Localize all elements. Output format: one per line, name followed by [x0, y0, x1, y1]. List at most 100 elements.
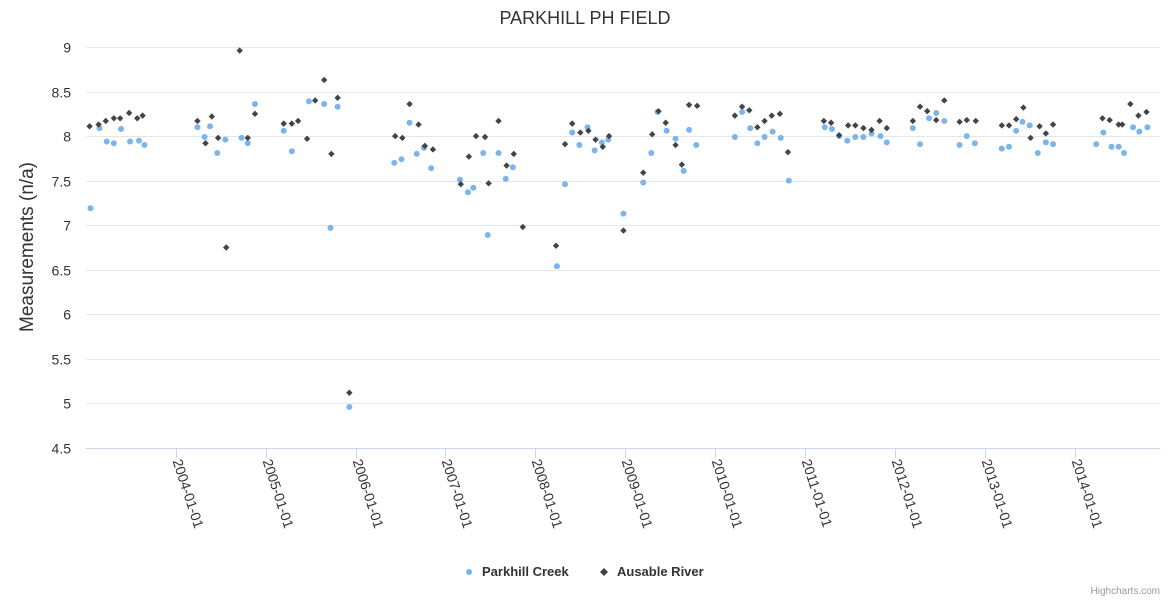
- data-point[interactable]: [244, 140, 251, 147]
- data-point[interactable]: [399, 134, 406, 142]
- data-point[interactable]: [495, 117, 502, 125]
- data-point[interactable]: [328, 150, 335, 158]
- data-point[interactable]: [1036, 123, 1043, 130]
- data-point[interactable]: [785, 177, 792, 184]
- data-point[interactable]: [1115, 121, 1122, 128]
- data-point[interactable]: [592, 136, 599, 143]
- data-point[interactable]: [738, 103, 746, 110]
- data-point[interactable]: [1100, 129, 1107, 136]
- data-point[interactable]: [334, 103, 341, 110]
- data-point[interactable]: [552, 242, 560, 249]
- data-point[interactable]: [731, 134, 738, 141]
- data-point[interactable]: [844, 122, 852, 129]
- data-point[interactable]: [877, 133, 884, 140]
- data-point[interactable]: [413, 150, 420, 157]
- data-point[interactable]: [569, 129, 576, 136]
- data-point[interactable]: [280, 127, 287, 134]
- data-point[interactable]: [303, 135, 311, 142]
- data-point[interactable]: [280, 120, 287, 127]
- data-point[interactable]: [761, 134, 768, 141]
- data-point[interactable]: [672, 141, 679, 149]
- data-point[interactable]: [428, 165, 435, 172]
- data-point[interactable]: [470, 184, 477, 191]
- data-point[interactable]: [686, 126, 693, 133]
- data-point[interactable]: [971, 140, 978, 147]
- data-point[interactable]: [222, 136, 229, 143]
- data-point[interactable]: [576, 142, 583, 149]
- data-point[interactable]: [244, 134, 251, 142]
- data-point[interactable]: [605, 132, 613, 140]
- data-point[interactable]: [116, 115, 124, 122]
- data-point[interactable]: [561, 140, 569, 148]
- data-point[interactable]: [1026, 122, 1033, 129]
- data-point[interactable]: [827, 119, 835, 126]
- data-point[interactable]: [956, 118, 963, 126]
- data-point[interactable]: [731, 112, 739, 119]
- data-point[interactable]: [1127, 100, 1134, 108]
- data-point[interactable]: [844, 137, 851, 144]
- data-point[interactable]: [909, 117, 917, 125]
- data-point[interactable]: [134, 115, 141, 122]
- data-point[interactable]: [346, 389, 353, 396]
- data-point[interactable]: [591, 147, 598, 154]
- data-point[interactable]: [941, 97, 948, 104]
- data-point[interactable]: [305, 98, 312, 105]
- data-point[interactable]: [1050, 141, 1057, 148]
- data-point[interactable]: [457, 181, 464, 188]
- data-point[interactable]: [456, 176, 463, 183]
- data-point[interactable]: [1013, 115, 1020, 123]
- data-point[interactable]: [327, 224, 334, 231]
- data-point[interactable]: [201, 134, 208, 141]
- data-point[interactable]: [598, 139, 605, 146]
- data-point[interactable]: [883, 124, 890, 132]
- data-point[interactable]: [406, 119, 413, 126]
- data-point[interactable]: [208, 113, 216, 120]
- data-point[interactable]: [820, 117, 828, 125]
- data-point[interactable]: [876, 117, 883, 125]
- data-point[interactable]: [678, 161, 686, 168]
- data-point[interactable]: [141, 142, 148, 149]
- data-point[interactable]: [821, 124, 828, 131]
- data-point[interactable]: [346, 404, 353, 411]
- data-point[interactable]: [110, 115, 118, 122]
- data-point[interactable]: [933, 116, 940, 124]
- data-point[interactable]: [429, 146, 437, 153]
- legend-item-ausable-river[interactable]: Ausable River: [600, 564, 704, 579]
- data-point[interactable]: [127, 138, 134, 145]
- data-point[interactable]: [747, 125, 754, 132]
- data-point[interactable]: [207, 123, 214, 130]
- data-point[interactable]: [868, 126, 875, 134]
- data-point[interactable]: [620, 210, 627, 217]
- data-point[interactable]: [680, 167, 687, 174]
- data-point[interactable]: [1108, 143, 1115, 150]
- data-point[interactable]: [577, 129, 584, 136]
- data-point[interactable]: [86, 123, 93, 130]
- data-point[interactable]: [251, 101, 258, 108]
- data-point[interactable]: [87, 205, 94, 212]
- data-point[interactable]: [1027, 134, 1034, 142]
- data-point[interactable]: [754, 140, 761, 147]
- data-point[interactable]: [485, 180, 492, 187]
- data-point[interactable]: [334, 94, 341, 101]
- data-point[interactable]: [663, 127, 670, 134]
- data-point[interactable]: [693, 102, 701, 110]
- data-point[interactable]: [672, 135, 679, 142]
- data-point[interactable]: [685, 101, 693, 109]
- data-point[interactable]: [481, 133, 489, 141]
- data-point[interactable]: [1135, 112, 1142, 119]
- data-point[interactable]: [1006, 143, 1013, 150]
- data-point[interactable]: [1042, 130, 1050, 137]
- data-point[interactable]: [110, 140, 117, 147]
- data-point[interactable]: [236, 47, 243, 54]
- data-point[interactable]: [640, 179, 647, 186]
- data-point[interactable]: [320, 76, 328, 84]
- data-point[interactable]: [569, 120, 576, 127]
- data-point[interactable]: [1099, 115, 1106, 122]
- data-point[interactable]: [998, 122, 1006, 129]
- data-point[interactable]: [739, 109, 746, 116]
- data-point[interactable]: [223, 244, 230, 251]
- data-point[interactable]: [1049, 121, 1057, 128]
- data-point[interactable]: [406, 100, 413, 108]
- data-point[interactable]: [828, 125, 835, 132]
- data-point[interactable]: [883, 139, 890, 146]
